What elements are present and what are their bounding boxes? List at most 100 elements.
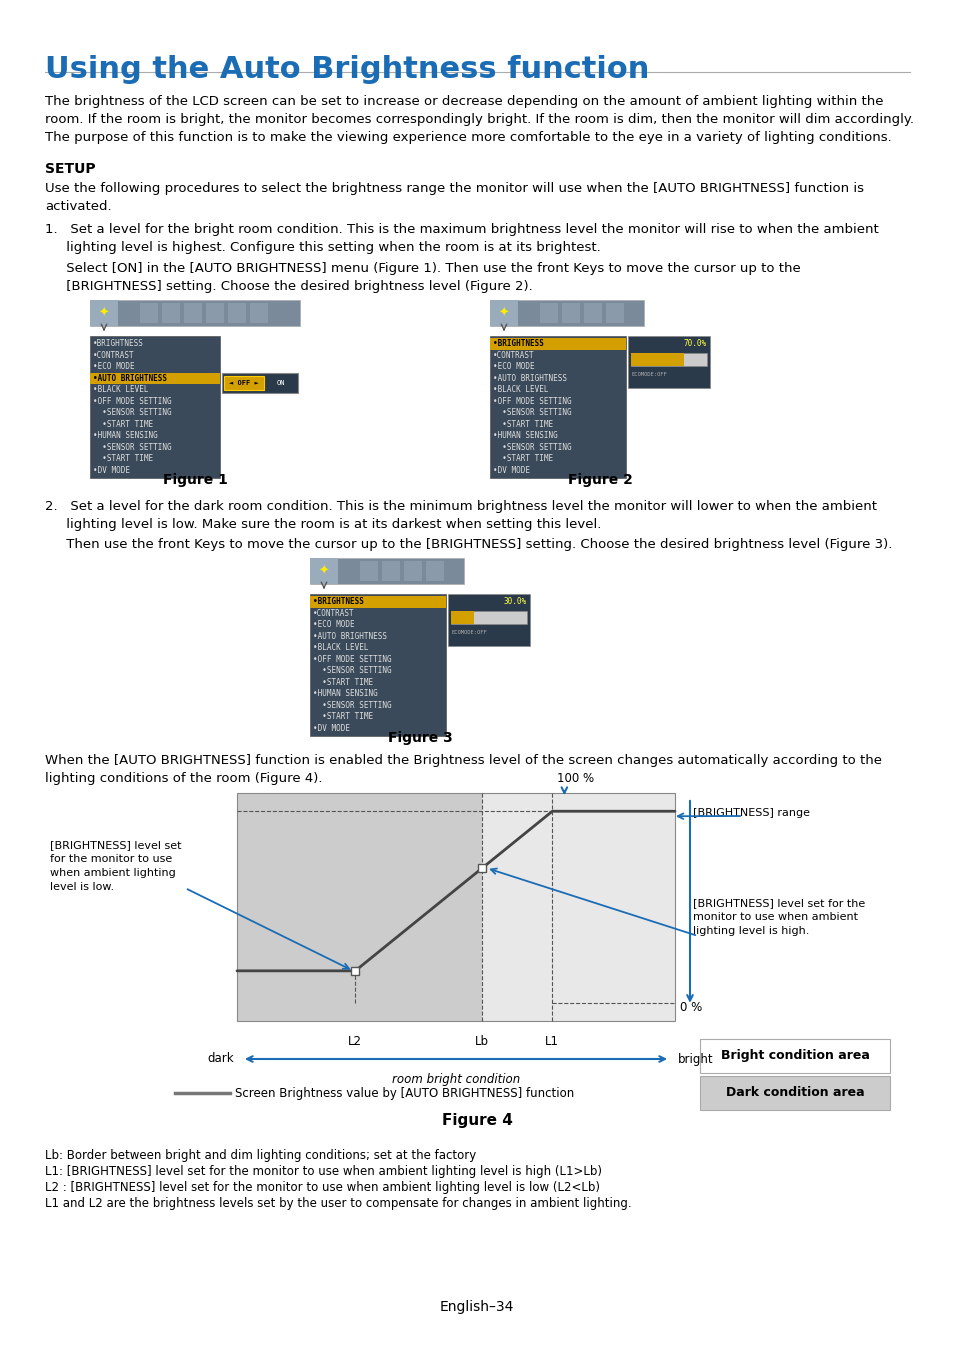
Text: •DV MODE: •DV MODE xyxy=(92,466,130,475)
Bar xyxy=(351,967,359,975)
Text: 30.0%: 30.0% xyxy=(503,597,526,606)
Bar xyxy=(310,558,463,585)
Bar xyxy=(224,375,263,390)
Text: English–34: English–34 xyxy=(439,1300,514,1314)
Text: Lb: Lb xyxy=(475,1035,489,1048)
Text: •AUTO BRIGHTNESS: •AUTO BRIGHTNESS xyxy=(313,632,387,641)
Bar xyxy=(236,792,481,1021)
Text: •CONTRAST: •CONTRAST xyxy=(92,351,134,359)
Text: ECOMODE:OFF: ECOMODE:OFF xyxy=(631,373,666,378)
Text: L1 and L2 are the brightness levels set by the user to compensate for changes in: L1 and L2 are the brightness levels set … xyxy=(45,1197,631,1210)
Text: •START TIME: •START TIME xyxy=(493,454,553,463)
Text: Figure 4: Figure 4 xyxy=(441,1112,512,1129)
Text: Using the Auto Brightness function: Using the Auto Brightness function xyxy=(45,55,649,84)
Text: •SENSOR SETTING: •SENSOR SETTING xyxy=(313,667,392,675)
Text: ◄ OFF ►: ◄ OFF ► xyxy=(229,379,258,386)
Text: •SENSOR SETTING: •SENSOR SETTING xyxy=(493,408,571,417)
Text: room. If the room is bright, the monitor becomes correspondingly bright. If the : room. If the room is bright, the monitor… xyxy=(45,113,913,126)
Text: The purpose of this function is to make the viewing experience more comfortable : The purpose of this function is to make … xyxy=(45,131,891,144)
Bar xyxy=(228,302,246,323)
Text: lighting level is highest. Configure this setting when the room is at its bright: lighting level is highest. Configure thi… xyxy=(45,242,600,254)
Text: •AUTO BRIGHTNESS: •AUTO BRIGHTNESS xyxy=(92,374,167,383)
Bar xyxy=(477,864,486,872)
Text: •BLACK LEVEL: •BLACK LEVEL xyxy=(493,385,548,394)
Bar xyxy=(403,562,421,580)
Bar xyxy=(140,302,158,323)
Text: Dark condition area: Dark condition area xyxy=(725,1087,863,1099)
Bar xyxy=(451,612,474,624)
Text: Select [ON] in the [AUTO BRIGHTNESS] menu (Figure 1). Then use the front Keys to: Select [ON] in the [AUTO BRIGHTNESS] men… xyxy=(45,262,800,275)
Bar xyxy=(490,300,643,325)
Bar xyxy=(206,302,224,323)
Bar xyxy=(310,558,337,585)
Text: bright: bright xyxy=(678,1053,713,1065)
Bar xyxy=(90,373,220,383)
Bar xyxy=(222,373,297,393)
Bar xyxy=(700,1040,889,1073)
Text: Figure 3: Figure 3 xyxy=(387,730,452,745)
Text: •START TIME: •START TIME xyxy=(92,420,153,429)
Bar xyxy=(381,562,399,580)
Text: •ECO MODE: •ECO MODE xyxy=(493,362,534,371)
Text: L1: [BRIGHTNESS] level set for the monitor to use when ambient lighting level is: L1: [BRIGHTNESS] level set for the monit… xyxy=(45,1165,601,1179)
Text: L1: L1 xyxy=(545,1035,558,1048)
Bar xyxy=(481,792,675,1021)
Text: •SENSOR SETTING: •SENSOR SETTING xyxy=(313,701,392,710)
Text: •DV MODE: •DV MODE xyxy=(493,466,530,475)
Text: 1.   Set a level for the bright room condition. This is the maximum brightness l: 1. Set a level for the bright room condi… xyxy=(45,223,878,236)
Text: ✦: ✦ xyxy=(318,564,329,578)
Bar xyxy=(490,300,517,325)
Text: [BRIGHTNESS] level set for the
monitor to use when ambient
lighting level is hig: [BRIGHTNESS] level set for the monitor t… xyxy=(692,898,864,936)
Text: Figure 2: Figure 2 xyxy=(567,472,632,487)
Text: Screen Brightness value by [AUTO BRIGHTNESS] function: Screen Brightness value by [AUTO BRIGHTN… xyxy=(234,1087,574,1099)
Text: activated.: activated. xyxy=(45,200,112,213)
Bar xyxy=(426,562,443,580)
Text: •ECO MODE: •ECO MODE xyxy=(92,362,134,371)
Text: •BRIGHTNESS: •BRIGHTNESS xyxy=(313,597,363,606)
Bar xyxy=(490,338,626,350)
Bar xyxy=(359,562,377,580)
Text: L2: L2 xyxy=(348,1035,362,1048)
Text: •BRIGHTNESS: •BRIGHTNESS xyxy=(493,339,543,348)
Text: •SENSOR SETTING: •SENSOR SETTING xyxy=(493,443,571,452)
Text: [BRIGHTNESS] range: [BRIGHTNESS] range xyxy=(692,809,809,818)
Bar xyxy=(90,336,220,478)
Text: •BLACK LEVEL: •BLACK LEVEL xyxy=(92,385,149,394)
Text: •START TIME: •START TIME xyxy=(493,420,553,429)
Text: lighting conditions of the room (Figure 4).: lighting conditions of the room (Figure … xyxy=(45,772,322,784)
Bar xyxy=(631,354,706,366)
Text: •HUMAN SENSING: •HUMAN SENSING xyxy=(493,431,558,440)
Bar xyxy=(700,1076,889,1110)
Text: Bright condition area: Bright condition area xyxy=(720,1049,868,1062)
Text: [BRIGHTNESS] setting. Choose the desired brightness level (Figure 2).: [BRIGHTNESS] setting. Choose the desired… xyxy=(45,279,532,293)
Bar xyxy=(561,302,579,323)
Bar xyxy=(184,302,202,323)
Text: •BRIGHTNESS: •BRIGHTNESS xyxy=(92,339,144,348)
Text: 70.0%: 70.0% xyxy=(683,339,706,348)
Text: 0 %: 0 % xyxy=(679,1002,701,1014)
Text: 2.   Set a level for the dark room condition. This is the minimum brightness lev: 2. Set a level for the dark room conditi… xyxy=(45,500,876,513)
Text: •OFF MODE SETTING: •OFF MODE SETTING xyxy=(92,397,172,406)
Text: ✦: ✦ xyxy=(99,306,110,320)
Text: •ECO MODE: •ECO MODE xyxy=(313,620,355,629)
Text: room bright condition: room bright condition xyxy=(392,1073,519,1085)
Bar xyxy=(90,300,118,325)
Text: •OFF MODE SETTING: •OFF MODE SETTING xyxy=(313,655,392,664)
Bar xyxy=(448,594,529,645)
Text: Lb: Border between bright and dim lighting conditions; set at the factory: Lb: Border between bright and dim lighti… xyxy=(45,1149,476,1162)
Text: dark: dark xyxy=(207,1053,233,1065)
Bar xyxy=(605,302,623,323)
Text: When the [AUTO BRIGHTNESS] function is enabled the Brightness level of the scree: When the [AUTO BRIGHTNESS] function is e… xyxy=(45,755,882,767)
Text: •DV MODE: •DV MODE xyxy=(313,724,350,733)
Text: ✦: ✦ xyxy=(498,306,509,320)
Text: •AUTO BRIGHTNESS: •AUTO BRIGHTNESS xyxy=(493,374,566,383)
Bar xyxy=(250,302,268,323)
Text: Use the following procedures to select the brightness range the monitor will use: Use the following procedures to select t… xyxy=(45,182,863,194)
Bar xyxy=(310,594,446,736)
Text: •SENSOR SETTING: •SENSOR SETTING xyxy=(92,408,172,417)
Text: [BRIGHTNESS] level set
for the monitor to use
when ambient lighting
level is low: [BRIGHTNESS] level set for the monitor t… xyxy=(50,840,181,892)
Text: •START TIME: •START TIME xyxy=(92,454,153,463)
Bar xyxy=(451,612,526,624)
Text: •START TIME: •START TIME xyxy=(313,678,373,687)
Text: lighting level is low. Make sure the room is at its darkest when setting this le: lighting level is low. Make sure the roo… xyxy=(45,518,600,531)
